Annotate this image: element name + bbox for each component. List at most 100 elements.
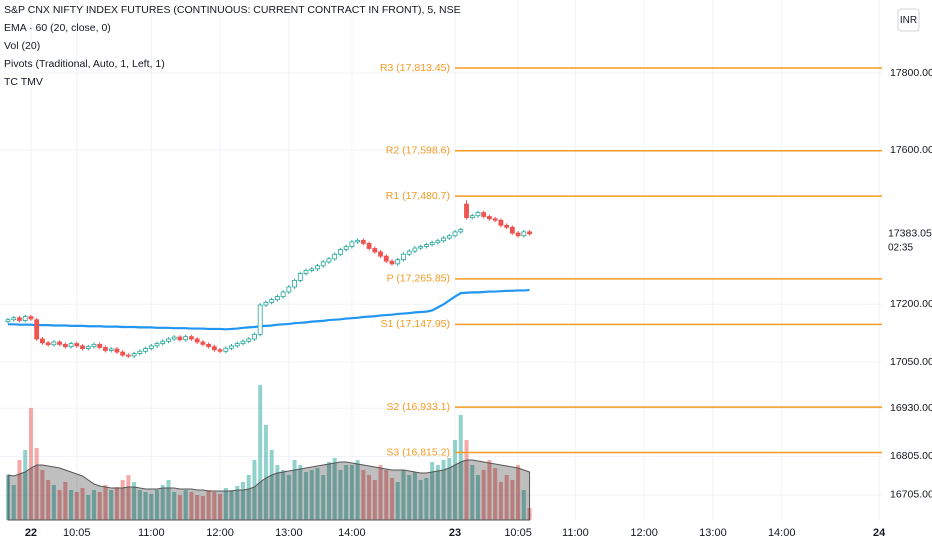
volume-bar	[384, 470, 389, 520]
volume-bar	[269, 450, 274, 520]
pivot-label: P (17,265.85)	[387, 273, 450, 285]
volume-bar	[97, 492, 102, 520]
candle-body	[51, 341, 57, 346]
candle-body	[378, 251, 383, 257]
candle-body	[194, 338, 200, 343]
candle-body	[349, 241, 355, 247]
candle-body	[332, 253, 338, 260]
volume-bar	[172, 492, 177, 520]
candle-body	[234, 343, 240, 347]
candle-body	[143, 348, 148, 352]
volume-bar	[447, 458, 452, 520]
volume-bar	[212, 492, 217, 520]
candle-body	[40, 338, 45, 344]
volume-bar	[453, 440, 458, 520]
candle-body	[412, 247, 418, 252]
candle-body	[80, 345, 85, 349]
volume-bar	[298, 465, 303, 520]
y-tick-label: 17600.00	[890, 144, 932, 156]
volume-bar	[309, 470, 314, 520]
candle-body	[297, 273, 303, 281]
volume-bar	[504, 475, 509, 520]
candle-body	[137, 350, 143, 354]
candle-body	[406, 250, 412, 255]
candle-body	[177, 336, 183, 341]
pivot-label: S1 (17,147.95)	[381, 318, 450, 330]
x-tick-label: 13:00	[699, 527, 727, 539]
candle-body	[423, 244, 429, 247]
x-tick-label: 10:05	[504, 527, 532, 539]
candle-body	[292, 280, 297, 288]
volume-bar	[11, 485, 16, 520]
x-tick-label: 13:00	[275, 527, 303, 539]
y-tick-label: 17050.00	[890, 356, 932, 368]
volume-bar	[498, 482, 503, 520]
volume-bar	[23, 450, 28, 520]
y-tick-label: 16705.00	[890, 489, 932, 501]
grid	[0, 0, 882, 520]
volume-bar	[401, 470, 406, 520]
last-price-label: 17383.05	[888, 228, 932, 240]
volume-bar	[28, 408, 33, 520]
volume-bar	[304, 472, 309, 520]
candle-body	[280, 291, 286, 297]
candle-body	[240, 340, 246, 344]
candle-body	[252, 333, 257, 340]
indicator-label: Vol (20)	[4, 40, 40, 52]
currency-button[interactable]	[897, 8, 920, 32]
volume-bar	[464, 440, 469, 520]
candle-body	[326, 258, 332, 263]
candle-body	[309, 268, 315, 271]
candle-body	[171, 336, 177, 340]
pivot-label: R1 (17,480.7)	[386, 190, 450, 202]
candle-body	[418, 246, 424, 249]
ema-layer	[8, 288, 530, 331]
x-tick-label: 24	[873, 527, 886, 539]
volume-bar	[407, 475, 412, 520]
candle-body	[114, 348, 120, 353]
volume-bar	[493, 468, 498, 520]
candle-body	[521, 231, 527, 237]
candle-body	[62, 343, 68, 348]
y-tick-label: 17800.00	[890, 67, 932, 79]
candle-body	[452, 231, 458, 237]
currency-label[interactable]: INR	[900, 15, 917, 26]
volume-bar	[218, 494, 223, 520]
volume-bar	[166, 480, 171, 520]
volume-bar	[200, 496, 205, 520]
candle-body	[527, 231, 532, 235]
volume-bar	[510, 480, 515, 520]
volume-bar	[34, 448, 39, 520]
volume-bar	[189, 492, 194, 520]
candle-body	[355, 239, 361, 243]
volume-bar	[40, 470, 45, 520]
volume-bar	[263, 425, 268, 520]
countdown-label: 02:35	[888, 242, 913, 253]
candle-body	[74, 343, 80, 347]
pivot-label: R3 (17,813.45)	[380, 62, 450, 74]
volume-bar	[252, 460, 257, 520]
volume-bar	[281, 470, 286, 520]
volume-bar	[206, 490, 211, 520]
volume-bar	[372, 480, 377, 520]
candle-body	[206, 343, 212, 348]
volume-bar	[487, 460, 492, 520]
candle-body	[498, 219, 504, 226]
volume-bar	[57, 490, 62, 520]
volume-pane	[6, 385, 532, 521]
candle-body	[246, 338, 252, 342]
y-tick-label: 16805.00	[890, 450, 932, 462]
indicator-label: TC TMV	[4, 76, 43, 88]
volume-bar	[441, 460, 446, 520]
chart-title: S&P CNX NIFTY INDEX FUTURES (CONTINUOUS:…	[4, 4, 461, 16]
candle-body	[469, 215, 475, 219]
x-tick-label: 11:00	[138, 527, 165, 539]
candle-body	[120, 351, 126, 356]
volume-bar	[349, 465, 354, 520]
volume-bar	[246, 475, 251, 520]
candle-body	[22, 316, 28, 321]
candle-body	[458, 229, 464, 233]
volume-bar	[86, 495, 91, 520]
candle-body	[103, 347, 108, 351]
